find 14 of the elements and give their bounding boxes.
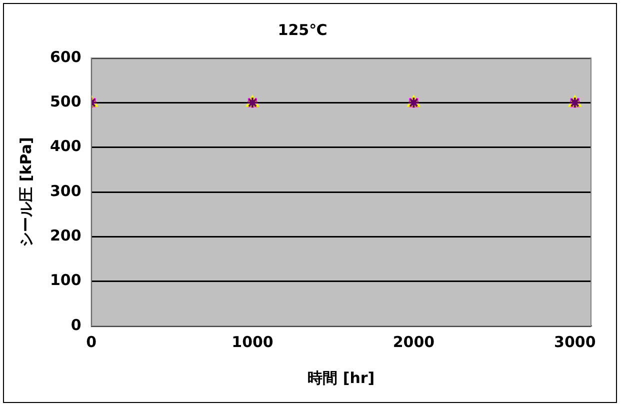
y-tick-label: 300 — [50, 182, 82, 200]
x-tick-label: 2000 — [392, 332, 435, 351]
y-tick-label: 0 — [70, 316, 82, 334]
y-tick-label: 500 — [50, 92, 82, 111]
y-tick-label: 100 — [50, 271, 82, 290]
y-tick-label: 200 — [50, 226, 82, 245]
chart-title: 125℃ — [278, 20, 328, 39]
x-axis-title: 時間 [hr] — [308, 368, 375, 387]
x-tick-label: 0 — [86, 332, 97, 351]
x-tick-label: 3000 — [554, 332, 596, 351]
y-tick-label: 600 — [50, 48, 82, 66]
x-tick-label: 1000 — [232, 332, 274, 351]
y-tick-label: 400 — [50, 137, 82, 156]
y-axis-title: シール圧 [kPa] — [16, 137, 35, 247]
